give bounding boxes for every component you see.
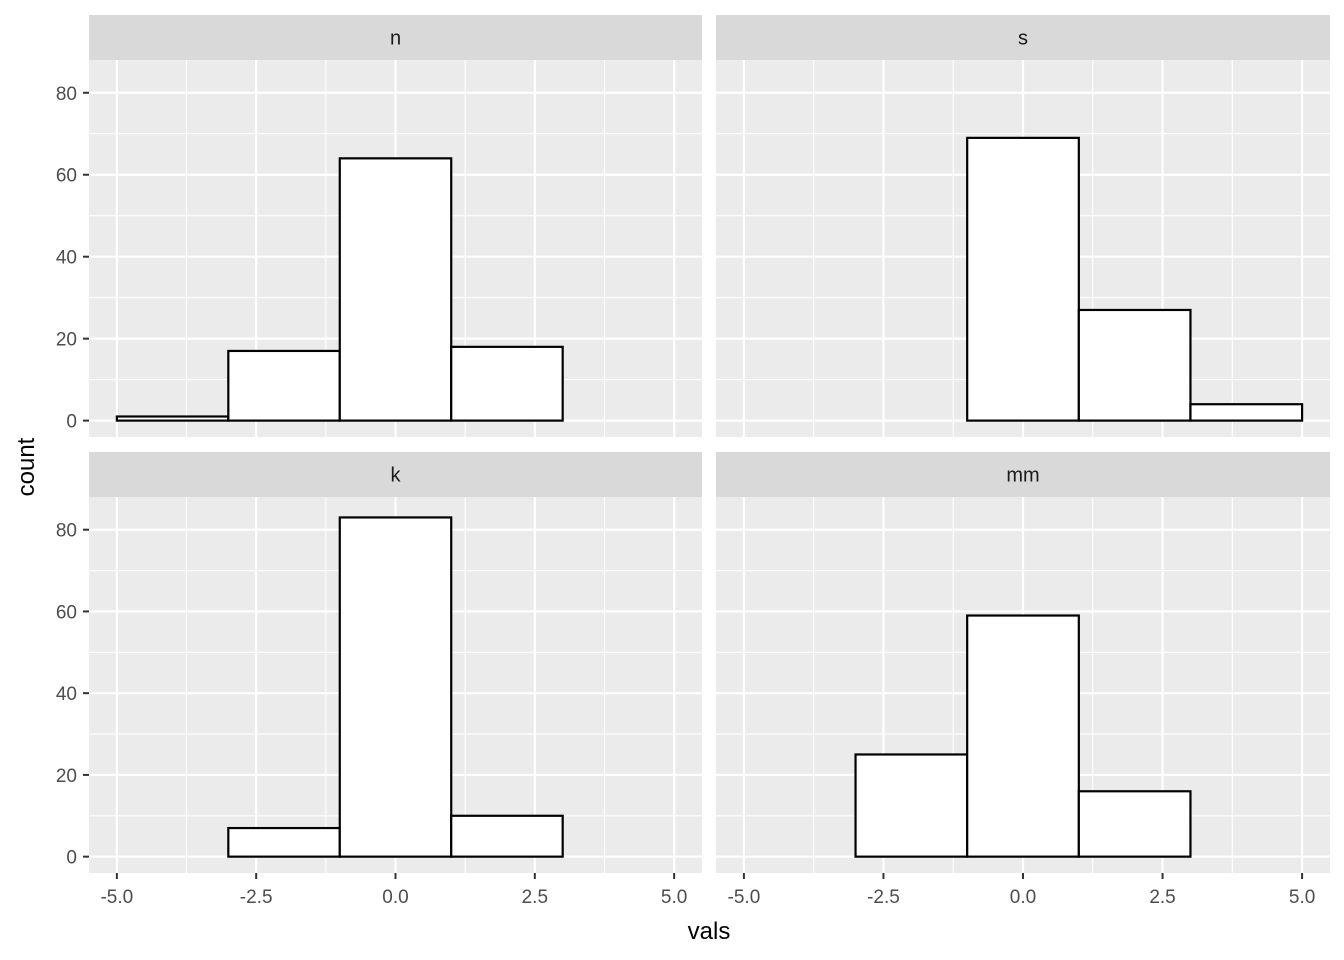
x-tick-label: -5.0 xyxy=(728,887,761,908)
y-tick-label: 20 xyxy=(56,330,77,351)
y-tick-label: 60 xyxy=(56,602,77,623)
facet-panel-mm: mm xyxy=(716,452,1330,873)
facet-strip xyxy=(89,15,702,60)
facet-panel-s: s xyxy=(716,15,1330,437)
histogram-bar xyxy=(338,516,453,858)
histogram-bar xyxy=(1077,308,1192,422)
x-tick-label: 0.0 xyxy=(1010,887,1036,908)
y-tick-label: 0 xyxy=(66,848,77,869)
x-tick-label: 2.5 xyxy=(1149,887,1175,908)
histogram-bar xyxy=(966,136,1080,422)
histogram-bar xyxy=(854,753,969,858)
histogram-bar xyxy=(966,614,1080,858)
y-tick-label: 80 xyxy=(56,84,77,105)
histogram-bar xyxy=(227,826,341,858)
histogram-bar xyxy=(338,157,453,422)
histogram-bar xyxy=(450,814,564,858)
x-tick-label: 0.0 xyxy=(382,887,408,908)
histogram-bar xyxy=(227,349,341,422)
facet-strip-label: n xyxy=(390,28,401,50)
x-tick-label: 5.0 xyxy=(1289,887,1315,908)
facet-strip-label: mm xyxy=(1006,465,1039,487)
facet-strip xyxy=(716,452,1330,497)
facet-strip-label: s xyxy=(1018,28,1028,50)
x-axis-title: vals xyxy=(688,918,731,945)
x-tick-label: 5.0 xyxy=(661,887,687,908)
y-tick-label: 20 xyxy=(56,766,77,787)
facet-panel-k: k xyxy=(89,452,702,873)
histogram-bar xyxy=(1077,790,1192,858)
facet-panel-n: n xyxy=(89,15,702,437)
y-tick-label: 40 xyxy=(56,684,77,705)
facet-strip-label: k xyxy=(391,465,402,487)
x-tick-label: -2.5 xyxy=(867,887,900,908)
y-axis-title: count xyxy=(13,437,40,496)
x-tick-label: 2.5 xyxy=(522,887,548,908)
facet-panels: n s k mm xyxy=(89,15,1330,873)
histogram-bar xyxy=(450,345,564,422)
facet-strip xyxy=(89,452,702,497)
histogram-bar xyxy=(1189,403,1304,422)
y-axis-left: 0 20 40 60 80 0 20 40 60 80 xyxy=(56,84,89,869)
y-tick-label: 60 xyxy=(56,166,77,187)
y-tick-label: 0 xyxy=(66,412,77,433)
x-axis-bottom: -5.0 -2.5 0.0 2.5 5.0 -5.0 -2.5 0.0 2.5 5.0 xyxy=(100,873,1315,908)
y-tick-label: 40 xyxy=(56,248,77,269)
histogram-bar xyxy=(115,415,230,422)
y-tick-label: 80 xyxy=(56,521,77,542)
x-tick-label: -5.0 xyxy=(100,887,133,908)
facet-strip xyxy=(716,15,1330,60)
x-tick-label: -2.5 xyxy=(240,887,273,908)
